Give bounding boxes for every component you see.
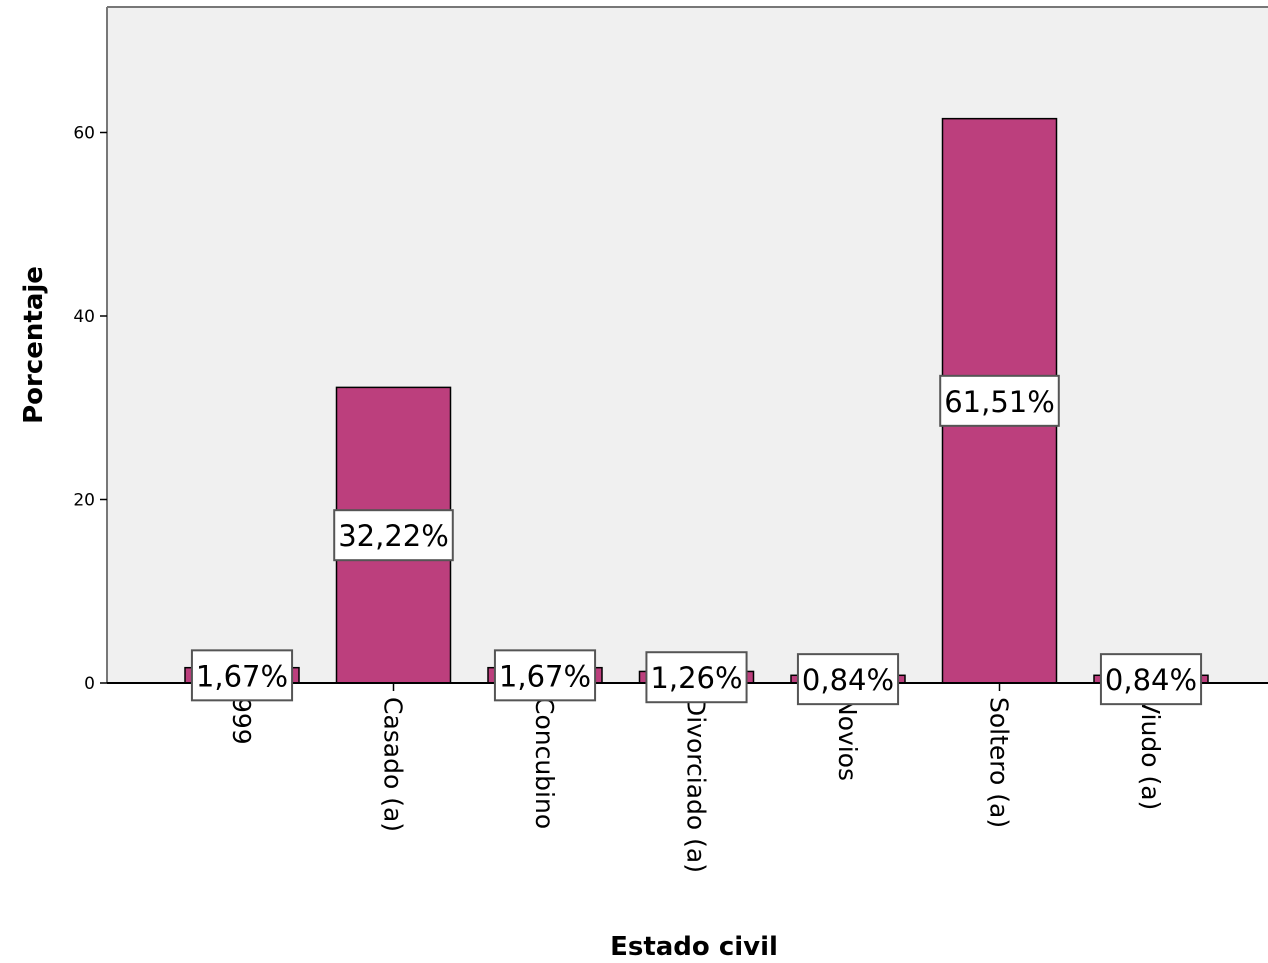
data-label: 1,67% — [190, 649, 294, 702]
data-labels: 1,67% 32,22% 1,67% 1,26% 0,84% 61,51% 0,84% — [190, 374, 1203, 706]
x-tick-label: 999 — [227, 697, 256, 745]
x-tick-label: Divorciado (a) — [682, 697, 711, 873]
x-tick-label: Novios — [833, 697, 862, 781]
svg-text:1,67%: 1,67% — [196, 659, 288, 693]
data-label: 32,22% — [333, 509, 454, 562]
x-tick-label: Casado (a) — [379, 697, 408, 832]
svg-text:0,84%: 0,84% — [1105, 663, 1197, 697]
svg-text:32,22%: 32,22% — [338, 519, 449, 553]
data-label: 1,26% — [645, 651, 748, 704]
data-label: 0,84% — [1099, 653, 1203, 706]
y-tick-label: 20 — [73, 491, 95, 511]
svg-text:1,26%: 1,26% — [650, 661, 742, 695]
y-axis: 0 20 40 60 — [73, 124, 107, 694]
y-axis-title: Porcentaje — [19, 266, 49, 424]
y-tick-label: 40 — [73, 307, 95, 327]
x-tick-label: Concubino — [530, 697, 559, 829]
x-tick-label: Soltero (a) — [985, 697, 1014, 828]
x-axis-title: Estado civil — [610, 932, 778, 962]
plot-area — [107, 7, 1268, 683]
x-tick-label: Viudo (a) — [1136, 697, 1165, 810]
data-label: 61,51% — [939, 374, 1060, 427]
svg-text:0,84%: 0,84% — [802, 663, 894, 697]
svg-text:61,51%: 61,51% — [944, 385, 1055, 419]
plot-border — [106, 6, 1268, 683]
y-tick-label: 0 — [84, 674, 95, 694]
x-axis: 999 Casado (a) Concubino Divorciado (a) Novi… — [227, 683, 1165, 873]
data-label: 1,67% — [493, 649, 597, 702]
data-label: 0,84% — [796, 653, 900, 706]
svg-text:1,67%: 1,67% — [499, 659, 591, 693]
y-tick-label: 60 — [73, 124, 95, 144]
